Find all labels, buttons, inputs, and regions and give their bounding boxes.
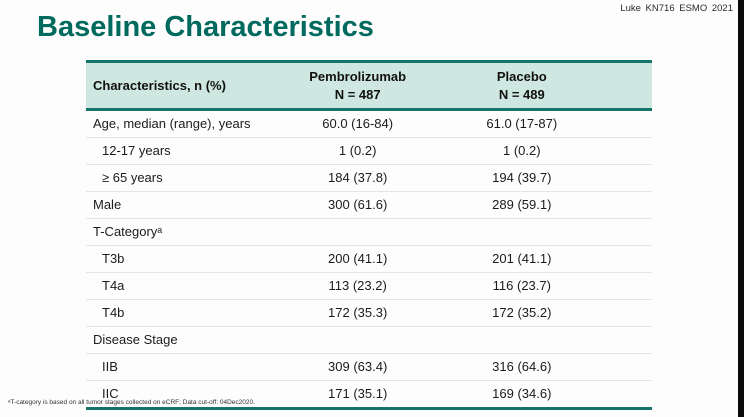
table-row-iib: IIB 309 (63.4) 316 (64.6) bbox=[86, 353, 652, 382]
row-label: Male bbox=[86, 191, 279, 220]
column-header-pembrolizumab: Pembrolizumab N = 487 bbox=[278, 61, 437, 112]
table-row-male: Male 300 (61.6) 289 (59.1) bbox=[86, 191, 652, 220]
row-label: Disease Stage bbox=[86, 326, 279, 355]
table-row-age-12-17: 12-17 years 1 (0.2) 1 (0.2) bbox=[86, 137, 652, 166]
pembrolizumab-value: 60.0 (16-84) bbox=[278, 109, 437, 139]
table-header-row: Characteristics, n (%) Pembrolizumab N =… bbox=[86, 61, 652, 112]
placebo-n: N = 489 bbox=[498, 86, 545, 102]
column-header-characteristics: Characteristics, n (%) bbox=[86, 61, 279, 112]
pembrolizumab-value bbox=[278, 218, 437, 247]
table-row-age-65-plus: ≥ 65 years 184 (37.8) 194 (39.7) bbox=[86, 164, 652, 193]
placebo-value: 169 (34.6) bbox=[492, 386, 552, 402]
row-label: T3b bbox=[86, 245, 279, 274]
row-label: Age, median (range), years bbox=[86, 109, 279, 139]
page-title: Baseline Characteristics bbox=[37, 11, 374, 43]
row-label: IIB bbox=[86, 353, 279, 382]
row-label: ≥ 65 years bbox=[86, 164, 279, 193]
pembrolizumab-value bbox=[278, 326, 437, 355]
placebo-value: 194 (39.7) bbox=[436, 164, 607, 193]
placebo-label: Placebo bbox=[496, 69, 547, 84]
pembrolizumab-value: 1 (0.2) bbox=[278, 137, 437, 166]
table-body: Age, median (range), years 60.0 (16-84) … bbox=[86, 109, 652, 409]
table-row-disease-stage: Disease Stage bbox=[86, 326, 652, 355]
row-label: T-Categoryᵃ bbox=[86, 218, 279, 247]
pembrolizumab-value: 113 (23.2) bbox=[278, 272, 437, 301]
row-label: T4b bbox=[86, 299, 279, 328]
pembrolizumab-value: 309 (63.4) bbox=[278, 353, 437, 382]
table-row-t-category: T-Categoryᵃ bbox=[86, 218, 652, 247]
table-row-t4a: T4a 113 (23.2) 116 (23.7) bbox=[86, 272, 652, 301]
table-row-iic: IIC 171 (35.1) 169 (34.6) bbox=[86, 381, 652, 409]
pembrolizumab-label: Pembrolizumab bbox=[309, 69, 407, 84]
column-header-filler bbox=[606, 61, 652, 112]
placebo-value: 1 (0.2) bbox=[436, 137, 607, 166]
right-edge-bar bbox=[738, 0, 744, 417]
baseline-characteristics-table: Characteristics, n (%) Pembrolizumab N =… bbox=[86, 60, 652, 411]
pembrolizumab-value: 172 (35.3) bbox=[278, 299, 437, 328]
attribution-text: Luke KN716 ESMO 2021 bbox=[620, 3, 733, 14]
column-header-placebo: Placebo N = 489 bbox=[436, 61, 607, 112]
placebo-value bbox=[436, 326, 607, 355]
row-label: T4a bbox=[86, 272, 279, 301]
footnote-text: ᵃT-category is based on all tumor stages… bbox=[8, 399, 255, 406]
pembrolizumab-value: 200 (41.1) bbox=[278, 245, 437, 274]
pembrolizumab-value: 184 (37.8) bbox=[278, 164, 437, 193]
pembrolizumab-n: N = 487 bbox=[334, 86, 381, 102]
placebo-value: 116 (23.7) bbox=[436, 272, 607, 301]
placebo-value: 289 (59.1) bbox=[436, 191, 607, 220]
pembrolizumab-value: 171 (35.1) bbox=[328, 386, 388, 402]
row-label: 12-17 years bbox=[86, 137, 279, 166]
table-row-age: Age, median (range), years 60.0 (16-84) … bbox=[86, 109, 652, 139]
placebo-value bbox=[436, 218, 607, 247]
row-label: IIC bbox=[102, 386, 119, 402]
pembrolizumab-value: 300 (61.6) bbox=[278, 191, 437, 220]
placebo-value: 201 (41.1) bbox=[436, 245, 607, 274]
placebo-value: 172 (35.2) bbox=[436, 299, 607, 328]
placebo-value: 61.0 (17-87) bbox=[436, 109, 607, 139]
table-row-t4b: T4b 172 (35.3) 172 (35.2) bbox=[86, 299, 652, 328]
placebo-value: 316 (64.6) bbox=[436, 353, 607, 382]
table-row-t3b: T3b 200 (41.1) 201 (41.1) bbox=[86, 245, 652, 274]
